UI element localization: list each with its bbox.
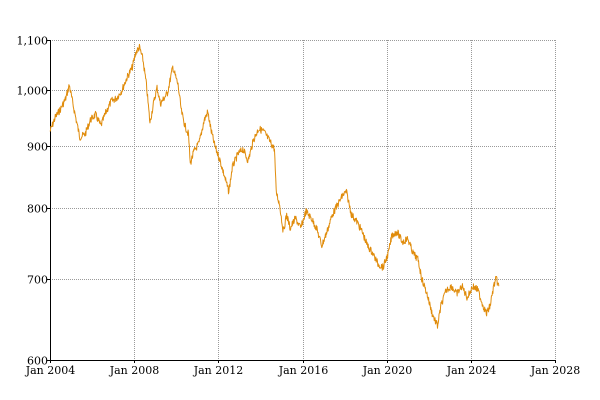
y-tick-label: 600 [27,355,48,368]
grid [50,40,556,360]
y-tick-label: 900 [27,141,48,154]
x-tick-label: Jan 2028 [530,364,581,377]
y-tick-label: 1,000 [17,85,49,98]
y-tick-label: 800 [27,203,48,216]
y-tick-label: 1,100 [17,35,49,48]
x-tick-label: Jan 2012 [193,364,244,377]
series-layer [49,43,500,329]
tick-labels: Jan 2004 Jan 2008 Jan 2012 Jan 2016 Jan 2020… [17,35,581,378]
x-tick-label: Jan 2004 [25,364,76,377]
x-tick-label: Jan 2024 [446,364,497,377]
axes [47,40,556,363]
y-tick-label: 700 [27,274,48,287]
x-tick-label: Jan 2016 [278,364,329,377]
x-tick-label: Jan 2020 [362,364,413,377]
series-line-0 [49,43,500,329]
x-tick-label: Jan 2008 [109,364,160,377]
